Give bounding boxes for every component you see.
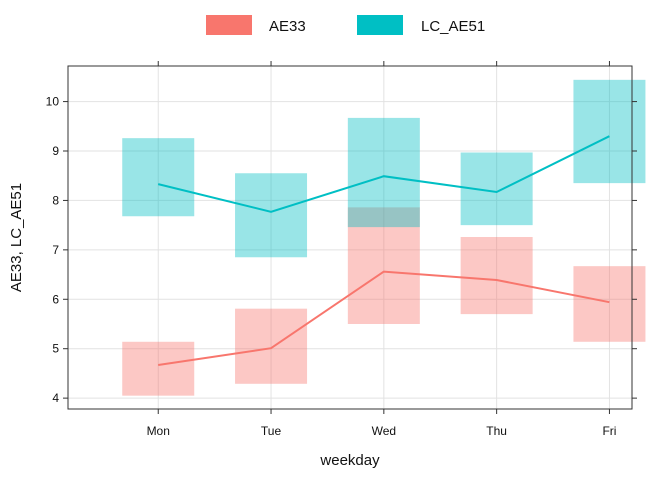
- x-tick-label: Fri: [602, 424, 616, 438]
- error-band: [573, 266, 646, 342]
- series-line: [158, 270, 610, 366]
- x-tick-label: Wed: [372, 424, 396, 438]
- error-band: [347, 117, 420, 228]
- plot-frame: [67, 65, 633, 410]
- y-tick-label: 6: [52, 292, 59, 306]
- error-band: [122, 341, 195, 396]
- y-tick-label: 10: [46, 95, 60, 109]
- y-tick-label: 8: [52, 193, 59, 207]
- x-axis-title: weekday: [319, 452, 380, 469]
- x-tick-label: Thu: [486, 424, 507, 438]
- legend-label: LC_AE51: [421, 18, 485, 35]
- error-band: [347, 207, 420, 324]
- series-line: [157, 135, 610, 213]
- error-band: [122, 138, 195, 217]
- y-tick-label: 7: [52, 243, 59, 257]
- y-tick-label: 5: [52, 342, 59, 356]
- axis-ticks: 4 5 6 7 8 9 10 Mon Tue Wed Thu Fri: [46, 61, 637, 438]
- legend-label: AE33: [269, 18, 306, 35]
- legend-swatch: [206, 15, 252, 35]
- x-tick-label: Mon: [147, 424, 170, 438]
- error-band: [235, 308, 308, 384]
- y-axis-title: AE33, LC_AE51: [8, 183, 25, 292]
- error-band: [460, 237, 533, 315]
- error-band: [573, 79, 646, 184]
- legend-swatch: [357, 15, 403, 35]
- legend: AE33 LC_AE51: [206, 15, 485, 35]
- error-band: [235, 173, 308, 258]
- error-bands: [122, 79, 646, 396]
- x-tick-label: Tue: [261, 424, 282, 438]
- grid: [68, 66, 632, 409]
- y-tick-label: 9: [52, 144, 59, 158]
- y-tick-label: 4: [52, 391, 59, 405]
- series-lines: [157, 135, 610, 366]
